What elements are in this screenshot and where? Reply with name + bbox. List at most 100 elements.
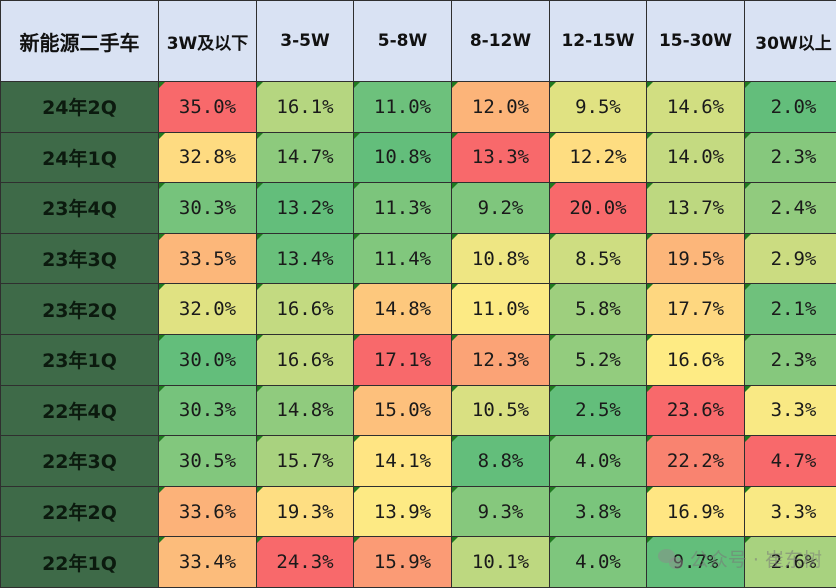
table-row: 22年4Q 30.3% 14.8% 15.0% 10.5% 2.5% 23.6% 3.3% [0, 384, 836, 437]
data-cell: 33.4% [158, 536, 257, 588]
data-cell: 17.7% [646, 283, 745, 335]
data-cell: 8.8% [451, 435, 550, 487]
data-cell: 15.9% [353, 536, 452, 588]
table-row: 22年3Q 30.5% 15.7% 14.1% 8.8% 4.0% 22.2% 4.7% [0, 435, 836, 487]
data-cell: 11.4% [353, 232, 452, 285]
data-cell: 11.3% [353, 182, 452, 234]
data-cell: 2.4% [744, 182, 836, 234]
data-cell: 9.7% [646, 536, 745, 588]
data-cell: 2.9% [744, 232, 836, 285]
column-header: 3W及以下 [158, 0, 257, 82]
table-row: 23年2Q 32.0% 16.6% 14.8% 11.0% 5.8% 17.7% 2.1% [0, 283, 836, 335]
row-header: 24年2Q [0, 81, 159, 133]
table-row: 23年1Q 30.0% 16.6% 17.1% 12.3% 5.2% 16.6% 2.3% [0, 333, 836, 386]
table-row: 22年2Q 33.6% 19.3% 13.9% 9.3% 3.8% 16.9% 3.3% [0, 485, 836, 538]
data-cell: 9.2% [451, 182, 550, 234]
column-header: 15-30W [646, 0, 745, 82]
data-cell: 5.2% [549, 333, 647, 386]
data-cell: 5.8% [549, 283, 647, 335]
data-cell: 32.0% [158, 283, 257, 335]
data-cell: 14.8% [256, 384, 354, 437]
data-cell: 2.3% [744, 131, 836, 184]
data-cell: 2.3% [744, 333, 836, 386]
column-header: 30W以上 [744, 0, 836, 82]
data-cell: 13.2% [256, 182, 354, 234]
table-row: 24年1Q 32.8% 14.7% 10.8% 13.3% 12.2% 14.0% 2.3% [0, 131, 836, 184]
data-cell: 30.3% [158, 384, 257, 437]
data-cell: 11.0% [451, 283, 550, 335]
column-header: 5-8W [353, 0, 452, 82]
data-cell: 16.6% [646, 333, 745, 386]
data-cell: 13.9% [353, 485, 452, 538]
row-header: 22年2Q [0, 485, 159, 538]
table-row: 24年2Q 35.0% 16.1% 11.0% 12.0% 9.5% 14.6% 2.0% [0, 81, 836, 133]
data-cell: 3.3% [744, 384, 836, 437]
column-header: 12-15W [549, 0, 647, 82]
table-row: 22年1Q 33.4% 24.3% 15.9% 10.1% 4.0% 9.7% 2.6% [0, 536, 836, 588]
data-cell: 14.6% [646, 81, 745, 133]
data-cell: 33.5% [158, 232, 257, 285]
table-row: 23年4Q 30.3% 13.2% 11.3% 9.2% 20.0% 13.7% 2.4% [0, 182, 836, 234]
data-cell: 33.6% [158, 485, 257, 538]
data-cell: 4.0% [549, 536, 647, 588]
data-cell: 15.0% [353, 384, 452, 437]
data-cell: 12.3% [451, 333, 550, 386]
data-cell: 14.8% [353, 283, 452, 335]
data-cell: 13.3% [451, 131, 550, 184]
data-cell: 12.2% [549, 131, 647, 184]
data-cell: 4.0% [549, 435, 647, 487]
data-cell: 10.8% [451, 232, 550, 285]
row-header: 23年2Q [0, 283, 159, 335]
data-cell: 15.7% [256, 435, 354, 487]
data-cell: 11.0% [353, 81, 452, 133]
data-cell: 19.3% [256, 485, 354, 538]
row-header: 23年4Q [0, 182, 159, 234]
row-header: 22年1Q [0, 536, 159, 588]
data-cell: 23.6% [646, 384, 745, 437]
data-cell: 10.5% [451, 384, 550, 437]
table-row: 23年3Q 33.5% 13.4% 11.4% 10.8% 8.5% 19.5% 2.9% [0, 232, 836, 285]
row-header: 24年1Q [0, 131, 159, 184]
data-cell: 3.8% [549, 485, 647, 538]
data-cell: 22.2% [646, 435, 745, 487]
data-cell: 4.7% [744, 435, 836, 487]
data-cell: 14.7% [256, 131, 354, 184]
column-header: 3-5W [256, 0, 354, 82]
data-cell: 12.0% [451, 81, 550, 133]
data-cell: 2.0% [744, 81, 836, 133]
data-cell: 13.7% [646, 182, 745, 234]
data-cell: 30.0% [158, 333, 257, 386]
data-cell: 9.3% [451, 485, 550, 538]
data-cell: 16.6% [256, 333, 354, 386]
data-cell: 9.5% [549, 81, 647, 133]
data-cell: 3.3% [744, 485, 836, 538]
data-cell: 32.8% [158, 131, 257, 184]
row-header: 22年3Q [0, 435, 159, 487]
data-cell: 2.1% [744, 283, 836, 335]
data-cell: 16.9% [646, 485, 745, 538]
data-cell: 30.3% [158, 182, 257, 234]
data-cell: 13.4% [256, 232, 354, 285]
row-header: 23年1Q [0, 333, 159, 386]
row-header: 22年4Q [0, 384, 159, 437]
header-row: 新能源二手车 3W及以下 3-5W 5-8W 8-12W 12-15W 15-30W 30W… [0, 0, 836, 82]
data-cell: 10.1% [451, 536, 550, 588]
data-cell: 19.5% [646, 232, 745, 285]
corner-header: 新能源二手车 [0, 0, 159, 82]
data-cell: 35.0% [158, 81, 257, 133]
column-header: 8-12W [451, 0, 550, 82]
row-header: 23年3Q [0, 232, 159, 285]
data-cell: 14.1% [353, 435, 452, 487]
data-cell: 2.6% [744, 536, 836, 588]
data-cell: 20.0% [549, 182, 647, 234]
data-cell: 16.1% [256, 81, 354, 133]
table-body: 24年2Q 35.0% 16.1% 11.0% 12.0% 9.5% 14.6% 2.0% 24… [0, 81, 836, 588]
data-cell: 8.5% [549, 232, 647, 285]
data-cell: 10.8% [353, 131, 452, 184]
data-cell: 30.5% [158, 435, 257, 487]
data-cell: 14.0% [646, 131, 745, 184]
data-cell: 24.3% [256, 536, 354, 588]
data-cell: 17.1% [353, 333, 452, 386]
data-cell: 2.5% [549, 384, 647, 437]
